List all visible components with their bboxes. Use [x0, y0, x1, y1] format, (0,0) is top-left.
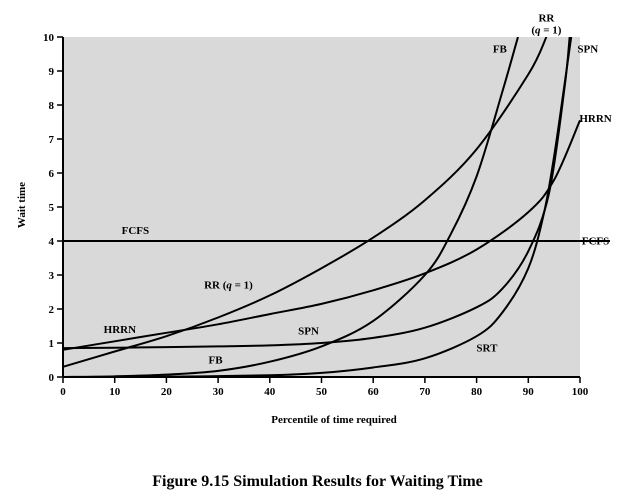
- y-tick-label: 8: [49, 100, 55, 112]
- x-tick-label: 20: [161, 386, 173, 398]
- axes: 0 10 20 30 40 50 60 70 80 90 100 0 1 2 3 4 5 6 7 8 9 10: [43, 32, 589, 398]
- x-tick-label: 10: [109, 386, 121, 398]
- x-tick-label: 100: [572, 386, 589, 398]
- y-tick-label: 1: [49, 338, 55, 350]
- y-tick-label: 4: [49, 236, 55, 248]
- figure-caption: Figure 9.15 Simulation Results for Waiti…: [152, 473, 483, 490]
- series-label-hrrn: HRRN: [104, 324, 136, 336]
- series-label-spn: SPN: [577, 43, 598, 55]
- series-label-hrrn: HRRN: [579, 113, 611, 125]
- series-label-rr: RR: [538, 13, 555, 25]
- y-tick-label: 0: [49, 372, 55, 384]
- y-tick-label: 3: [49, 270, 55, 282]
- x-tick-label: 70: [419, 386, 431, 398]
- x-tick-label: 90: [523, 386, 535, 398]
- y-tick-label: 9: [49, 66, 55, 78]
- y-tick-label: 2: [49, 304, 55, 316]
- series-label-q-1: (q = 1): [531, 25, 561, 37]
- series-label-srt: SRT: [476, 343, 498, 355]
- series-lines: [62, 37, 581, 378]
- series-label-fb: FB: [493, 43, 508, 55]
- x-tick-label: 50: [316, 386, 328, 398]
- chart: 0 10 20 30 40 50 60 70 80 90 100 0 1 2 3 4 5 6 7 8 9 10 FCFS F…: [16, 13, 612, 426]
- x-tick-label: 60: [368, 386, 380, 398]
- y-axis-title: Wait time: [16, 182, 28, 228]
- x-tick-label: 0: [60, 386, 66, 398]
- series-label-spn: SPN: [298, 326, 319, 338]
- x-tick-label: 40: [264, 386, 276, 398]
- series-label-rr-q-1: RR (q = 1): [204, 280, 253, 292]
- series-line-hrrn: [62, 119, 581, 351]
- series-label-fcfs: FCFS: [122, 225, 150, 237]
- x-tick-label: 80: [471, 386, 483, 398]
- series-line-srt: [62, 37, 573, 378]
- y-tick-label: 5: [49, 202, 55, 214]
- x-axis-title: Percentile of time required: [271, 414, 397, 426]
- y-tick-label: 7: [49, 134, 55, 146]
- series-line-rr-q-1: [62, 37, 548, 368]
- series-label-fb: FB: [208, 354, 223, 366]
- y-tick-label: 6: [49, 168, 55, 180]
- series-line-spn: [62, 37, 571, 350]
- series-line-fb: [62, 37, 519, 378]
- y-tick-label: 10: [43, 32, 55, 44]
- plot-area: [63, 37, 580, 377]
- x-tick-label: 30: [213, 386, 225, 398]
